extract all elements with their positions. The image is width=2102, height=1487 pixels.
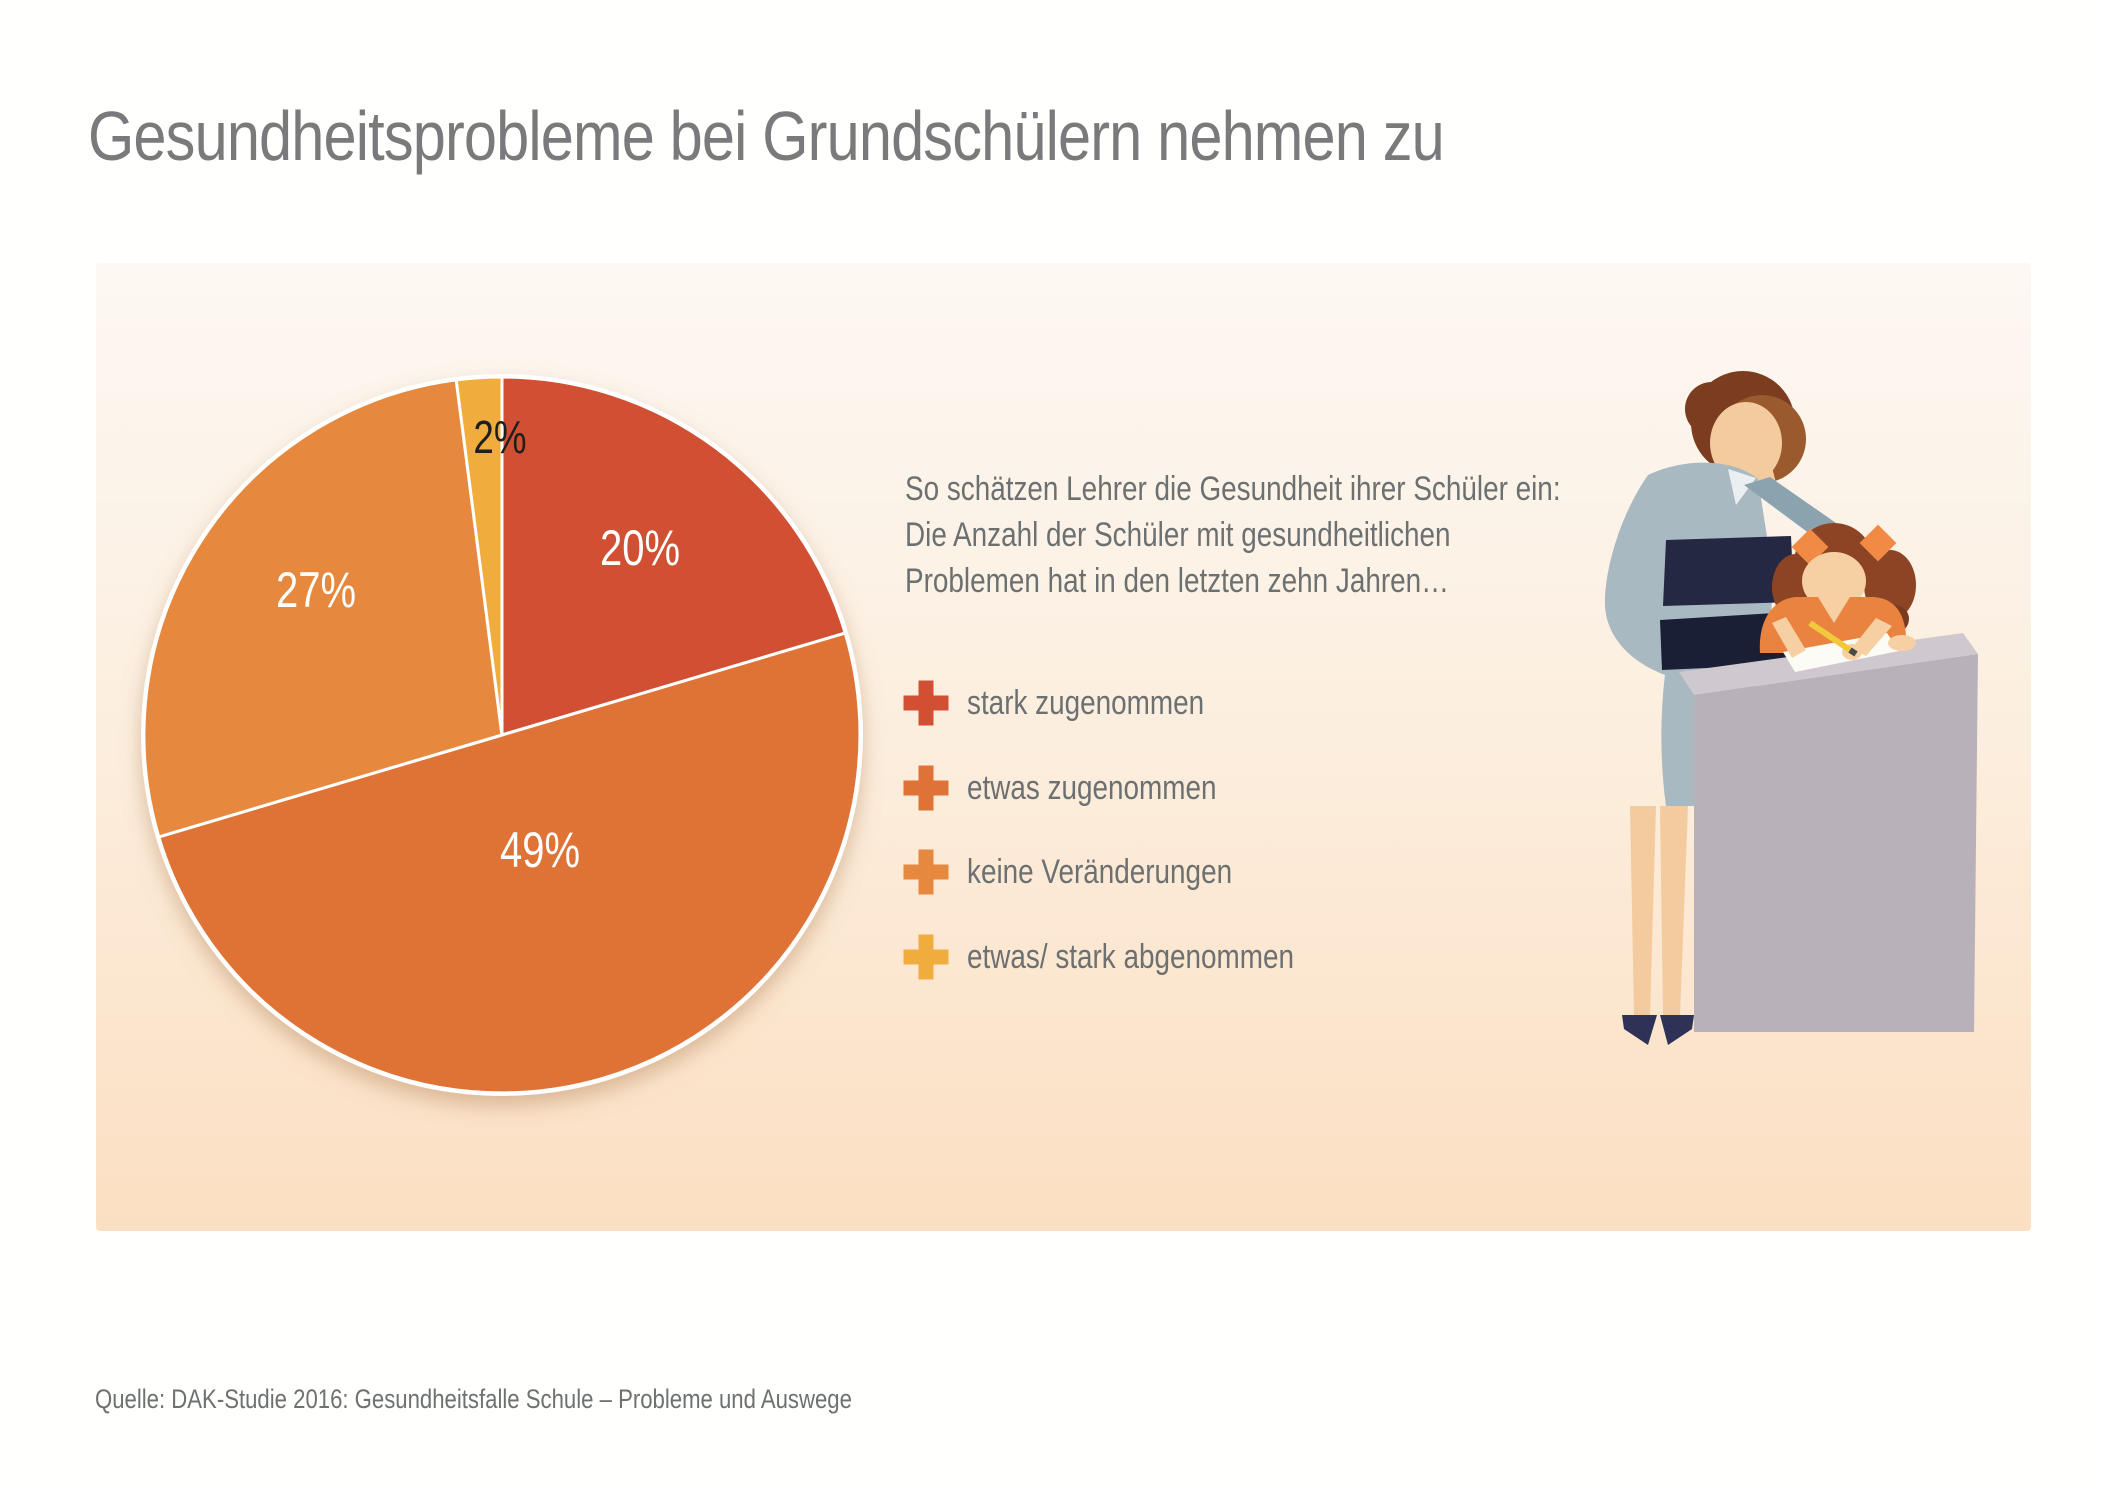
chart-panel: 20% 49% 27% 2% So schätzen Lehrer die Ge… [96,263,2031,1231]
student-arm [1852,618,1892,656]
pie-chart [141,374,863,1096]
clipboard [1663,536,1794,606]
student-face [1802,552,1866,610]
desk [1679,633,1978,1032]
plus-icon [903,765,949,811]
legend-item: etwas zugenommen [903,765,1271,811]
pie-slice [500,375,847,737]
teacher-leg [1660,806,1688,1015]
hair-bow [1859,524,1897,562]
panel-graphics [141,371,1978,1096]
student-hand [1888,635,1916,651]
pie-label-27: 27% [275,562,357,618]
legend-item: keine Veränderungen [903,849,1290,895]
plus-icon [903,849,949,895]
legend-item: stark zugenommen [903,680,1256,726]
plus-icon [903,934,949,980]
student-neckline [1818,597,1850,623]
pie-label-20: 20% [599,520,681,576]
desk-front [1694,654,1978,1032]
source-note: Quelle: DAK-Studie 2016: Gesundheitsfall… [95,1384,852,1414]
clipboard [1660,612,1795,670]
page-title: Gesundheitsprobleme bei Grundschülern ne… [88,97,1445,175]
pie-slice [157,631,862,1095]
teacher-shoe [1622,1015,1657,1045]
pencil-icon [1808,620,1852,653]
chart-intro-text: So schätzen Lehrer die Gesundheit ihrer … [905,470,1561,600]
pie-label-49: 49% [499,822,581,878]
pencil-tip [1848,647,1858,657]
teacher-leg [1630,806,1656,1015]
pie-slice [142,378,504,839]
teacher-face [1710,402,1782,484]
pie-label-2: 2% [473,411,527,463]
teacher-shoe [1660,1015,1694,1045]
teacher-collar [1728,469,1756,505]
plus-icon [903,680,949,726]
legend-item: etwas/ stark abgenommen [903,934,1366,980]
student-arms [1772,617,1916,660]
teacher-student-illustration [1604,371,1978,1045]
pie-slice [454,375,504,737]
student-arm [1772,617,1806,658]
